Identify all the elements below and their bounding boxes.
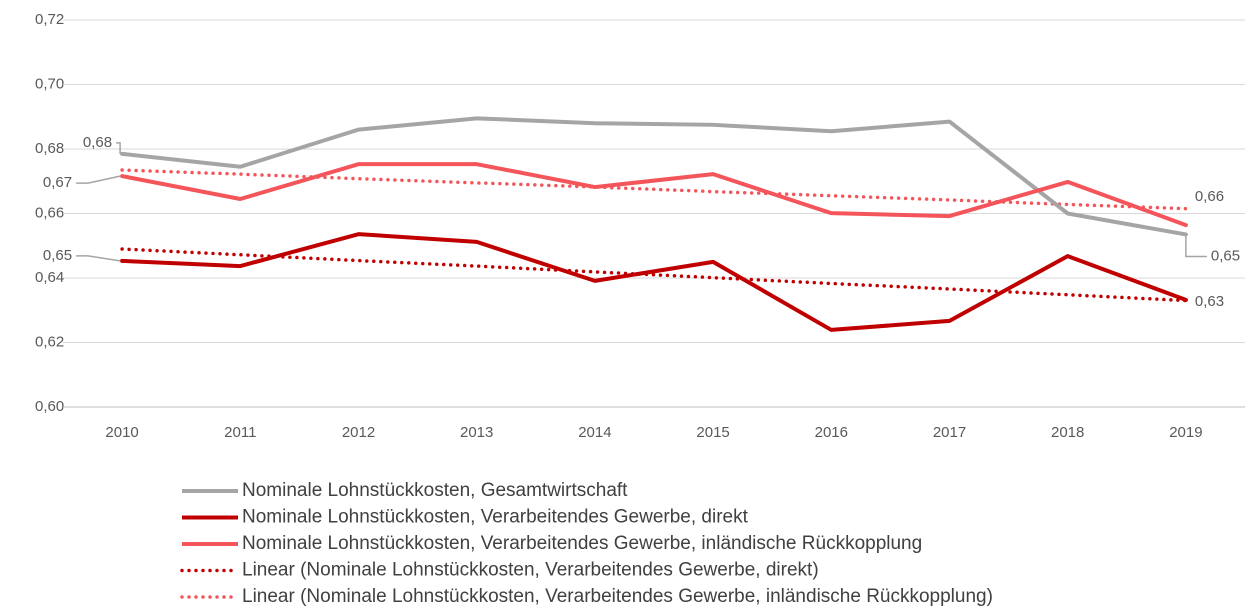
x-tick-label: 2015 [696, 424, 729, 441]
x-tick-label: 2014 [578, 424, 611, 441]
line [120, 168, 1188, 211]
leader-line [76, 175, 121, 184]
legend-text: Linear (Nominale Lohnstückkosten, Verarb… [242, 560, 819, 581]
data-label: 0,65 [43, 247, 72, 264]
line [120, 162, 1188, 228]
y-tick-label: 0,68 [35, 140, 64, 157]
line [120, 247, 1188, 303]
x-tick-label: 2018 [1051, 424, 1084, 441]
data-label: 0,68 [83, 134, 112, 151]
y-tick-label: 0,70 [35, 75, 64, 92]
legend-text: Linear (Nominale Lohnstückkosten, Verarb… [242, 586, 993, 607]
data-label: 0,67 [43, 174, 72, 191]
x-tick-label: 2013 [460, 424, 493, 441]
leader-line [1185, 234, 1207, 258]
line [120, 116, 1188, 237]
y-tick-label: 0,66 [35, 204, 64, 221]
legend-text: Nominale Lohnstückkosten, Gesamtwirtscha… [242, 480, 628, 501]
x-tick-label: 2017 [933, 424, 966, 441]
y-tick-label: 0,72 [35, 11, 64, 28]
x-tick-label: 2019 [1169, 424, 1202, 441]
y-tick-label: 0,60 [35, 398, 64, 415]
data-label: 0,66 [1195, 188, 1224, 205]
x-tick-label: 2010 [105, 424, 138, 441]
x-tick-label: 2016 [815, 424, 848, 441]
legend-text: Nominale Lohnstückkosten, Verarbeitendes… [242, 507, 749, 528]
leader-line [116, 142, 121, 154]
data-label: 0,63 [1195, 293, 1224, 310]
y-tick-label: 0,62 [35, 333, 64, 350]
x-tick-label: 2012 [342, 424, 375, 441]
x-tick-label: 2011 [224, 424, 256, 441]
line [120, 232, 1188, 332]
y-tick-label: 0,64 [35, 269, 64, 286]
legend-text: Nominale Lohnstückkosten, Verarbeitendes… [242, 533, 922, 554]
data-label: 0,65 [1211, 247, 1240, 264]
leader-line [76, 255, 121, 262]
